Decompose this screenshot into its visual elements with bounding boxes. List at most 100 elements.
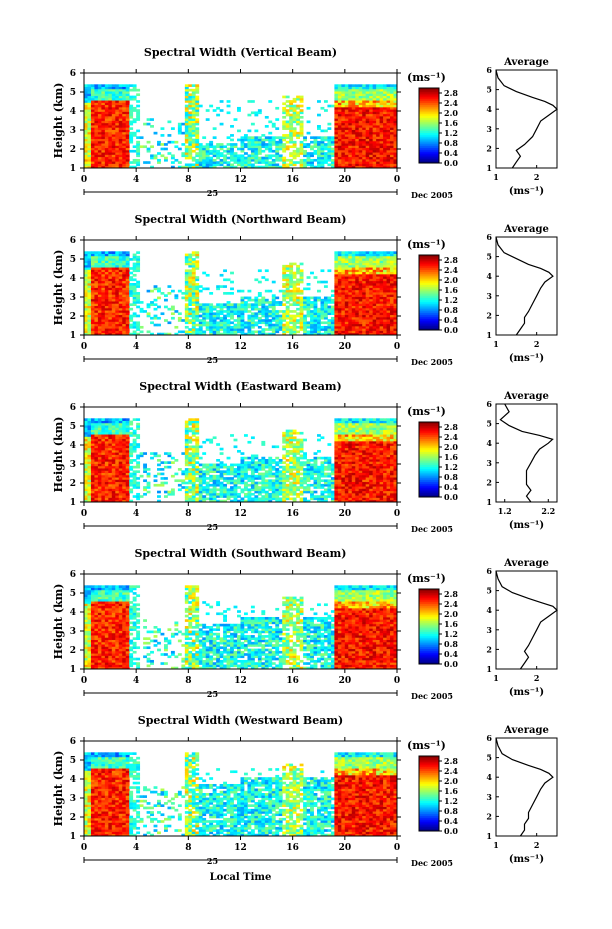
heatmap-cell xyxy=(341,267,346,270)
colorbar-cell xyxy=(419,123,439,127)
heatmap-cell xyxy=(191,140,196,144)
heatmap-cell xyxy=(393,165,398,169)
heatmap-cell xyxy=(84,165,88,169)
heatmap-cell xyxy=(118,289,123,293)
heatmap-cell xyxy=(122,301,127,304)
heatmap-cell xyxy=(111,156,116,160)
heatmap-cell xyxy=(150,316,154,320)
heatmap-cell xyxy=(257,147,262,151)
heatmap-cell xyxy=(90,143,95,146)
heatmap-cell xyxy=(344,330,349,334)
heatmap-cell xyxy=(90,427,95,431)
heatmap-cell xyxy=(362,113,367,117)
heatmap-cell xyxy=(132,330,137,334)
heatmap-cell xyxy=(344,84,349,87)
heatmap-cell xyxy=(372,86,377,90)
heatmap-cell xyxy=(337,258,342,261)
heatmap-cell xyxy=(390,106,394,110)
heatmap-cell xyxy=(118,280,123,284)
colorbar-cell xyxy=(419,91,439,95)
heatmap-cell xyxy=(379,303,384,306)
heatmap-cell xyxy=(289,296,294,300)
heatmap-cell xyxy=(240,289,245,293)
heatmap-cell xyxy=(275,152,280,155)
heatmap-cell xyxy=(327,319,332,322)
heatmap-cell xyxy=(125,143,130,146)
heatmap-cell xyxy=(153,314,158,318)
heatmap-cell xyxy=(303,136,307,139)
heatmap-cell xyxy=(122,282,127,286)
heatmap-cell xyxy=(240,147,245,151)
heatmap-cell xyxy=(292,273,297,277)
heatmap-cell xyxy=(136,154,141,158)
heatmap-cell xyxy=(136,111,141,115)
heatmap-cell xyxy=(115,477,120,480)
heatmap-cell xyxy=(230,305,234,309)
heatmap-cell xyxy=(230,314,234,318)
heatmap-cell xyxy=(195,154,200,158)
heatmap-cell xyxy=(115,292,120,295)
heatmap-cell xyxy=(348,165,353,169)
heatmap-cell xyxy=(191,269,196,273)
heatmap-cell xyxy=(282,138,287,142)
heatmap-cell xyxy=(393,280,398,284)
heatmap-cell xyxy=(383,165,387,169)
heatmap-cell xyxy=(317,325,321,329)
heatmap-cell xyxy=(125,305,130,309)
heatmap-cell xyxy=(108,154,113,158)
heatmap-cell xyxy=(390,95,394,99)
heatmap-cell xyxy=(383,152,387,155)
heatmap-cell xyxy=(118,131,123,135)
heatmap-cell xyxy=(355,97,360,101)
heatmap-cell xyxy=(351,264,356,268)
heatmap-cell xyxy=(268,145,273,149)
heatmap-cell xyxy=(369,292,374,295)
heatmap-cell xyxy=(170,307,175,311)
heatmap-cell xyxy=(390,161,394,164)
heatmap-cell xyxy=(132,278,137,282)
heatmap-cell xyxy=(358,154,363,158)
heatmap-cell xyxy=(362,100,367,103)
heatmap-cell xyxy=(132,88,137,92)
heatmap-cell xyxy=(122,452,127,455)
heatmap-cell xyxy=(97,298,102,302)
heatmap-cell xyxy=(275,314,280,318)
heatmap-cell xyxy=(334,325,339,329)
heatmap-cell xyxy=(170,461,175,464)
heatmap-cell xyxy=(271,314,276,318)
heatmap-cell xyxy=(104,436,109,440)
heatmap-cell xyxy=(94,165,99,169)
heatmap-cell xyxy=(191,282,196,286)
heatmap-cell xyxy=(87,102,92,106)
heatmap-cell xyxy=(351,255,356,259)
heatmap-cell xyxy=(115,165,120,169)
heatmap-cell xyxy=(129,140,134,144)
heatmap-cell xyxy=(122,161,127,164)
heatmap-cell xyxy=(115,267,120,270)
heatmap-cell xyxy=(101,472,106,476)
heatmap-cell xyxy=(257,152,262,155)
heatmap-cell xyxy=(254,298,259,302)
heatmap-cell xyxy=(376,278,381,282)
heatmap-cell xyxy=(369,282,374,286)
heatmap-cell xyxy=(202,497,207,501)
heatmap-cell xyxy=(271,165,276,169)
heatmap-cell xyxy=(372,106,377,110)
heatmap-cell xyxy=(191,497,196,501)
heatmap-cell xyxy=(351,111,356,115)
heatmap-cell xyxy=(334,97,339,101)
heatmap-cell xyxy=(292,163,297,167)
heatmap-cell xyxy=(320,106,325,110)
x-tick-label: 8 xyxy=(185,175,191,185)
heatmap-cell xyxy=(306,298,311,302)
heatmap-cell xyxy=(393,323,398,327)
heatmap-cell xyxy=(84,287,88,291)
heatmap-cell xyxy=(191,314,196,318)
heatmap-cell xyxy=(129,258,134,261)
heatmap-cell xyxy=(240,154,245,158)
heatmap-cell xyxy=(348,267,353,270)
heatmap-cell xyxy=(313,158,318,162)
heatmap-cell xyxy=(390,102,394,106)
heatmap-cell xyxy=(184,497,189,501)
heatmap-cell xyxy=(369,289,374,293)
